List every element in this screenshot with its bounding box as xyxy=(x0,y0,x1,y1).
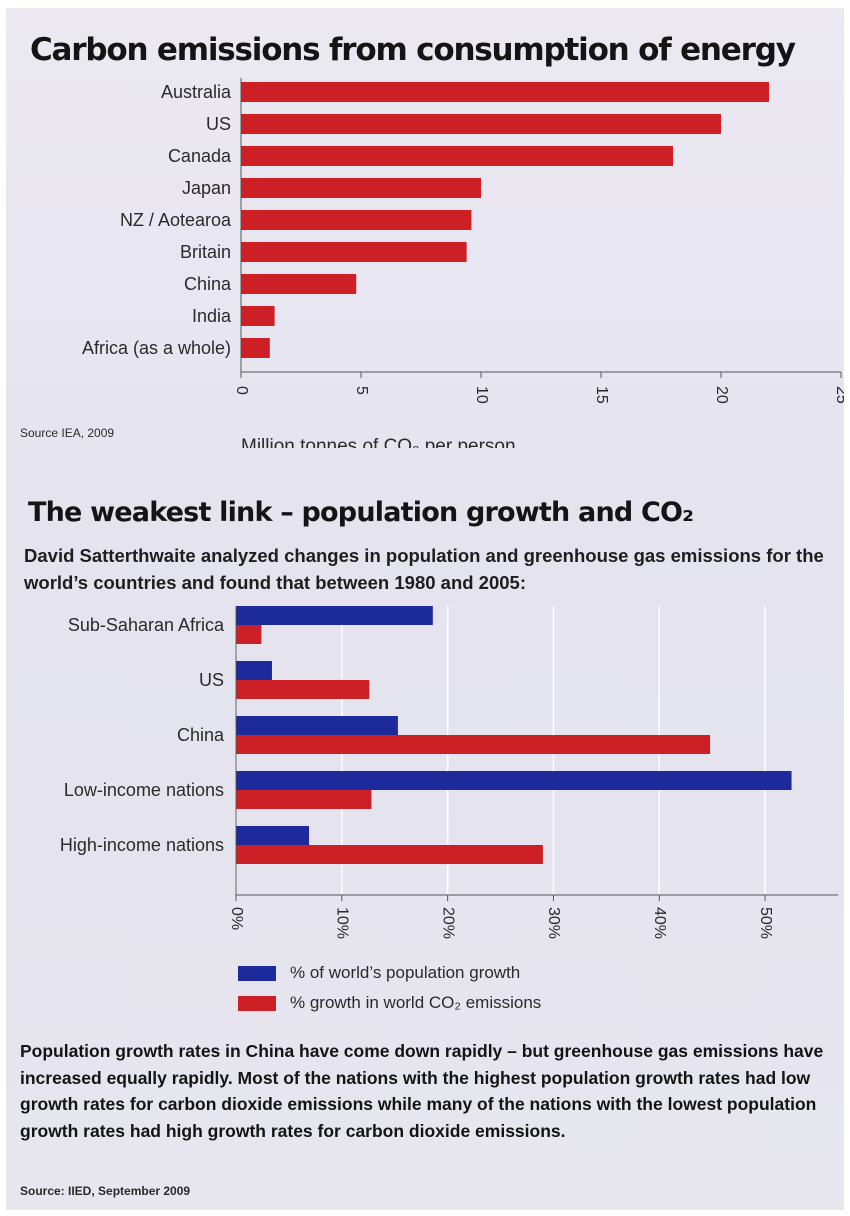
chart2-title: The weakest link – population growth and… xyxy=(28,497,694,528)
category-label: India xyxy=(192,306,232,326)
bar-co2-growth xyxy=(236,625,262,644)
bar-co2-growth xyxy=(236,680,370,699)
bar-co2-growth xyxy=(236,845,543,864)
category-label: China xyxy=(184,274,232,294)
category-label: China xyxy=(177,725,225,745)
category-label: Sub-Saharan Africa xyxy=(68,615,225,635)
category-label: Britain xyxy=(180,242,231,262)
chart1-emissions-per-person: Australia US Canada Japan NZ / Aotearoa Brita… xyxy=(82,78,844,448)
x-axis-label: Million tonnes of CO₂ per person xyxy=(241,436,516,448)
category-label: Japan xyxy=(182,178,231,198)
category-label: Africa (as a whole) xyxy=(82,338,231,358)
legend-item-co2: % growth in world CO₂ emissions xyxy=(238,988,541,1018)
bar xyxy=(241,82,769,102)
x-tick-label: 25 xyxy=(833,386,844,404)
bar xyxy=(241,210,472,230)
legend-swatch-population xyxy=(238,965,276,981)
bar xyxy=(241,178,481,198)
bar xyxy=(241,114,721,134)
bar-co2-growth xyxy=(236,735,711,754)
bar-population-growth xyxy=(236,826,310,845)
category-label: Australia xyxy=(161,82,232,102)
legend-swatch-co2 xyxy=(238,995,276,1011)
category-label: High-income nations xyxy=(60,835,224,855)
legend-label-co2: % growth in world CO₂ emissions xyxy=(290,993,542,1012)
poster-page: Carbon emissions from consumption of ene… xyxy=(6,8,844,1210)
bar xyxy=(241,146,673,166)
x-tick-label: 20 xyxy=(713,386,730,404)
bar xyxy=(241,274,357,294)
chart2-source: Source: IIED, September 2009 xyxy=(20,1184,191,1198)
x-tick-label: 15 xyxy=(593,386,610,404)
chart2-subtitle: David Satterthwaite analyzed changes in … xyxy=(24,545,824,593)
x-tick-label: 0% xyxy=(228,907,245,930)
bar-population-growth xyxy=(236,716,398,735)
x-tick-label: 50% xyxy=(757,907,774,939)
category-label: US xyxy=(199,670,224,690)
legend-label-population: % of world’s population growth xyxy=(290,963,521,982)
bar-population-growth xyxy=(236,661,272,680)
bar xyxy=(241,306,275,326)
chart2-population-vs-co2: Sub-Saharan Africa US China Low-income nati… xyxy=(60,606,838,939)
bar-co2-growth xyxy=(236,790,372,809)
bar xyxy=(241,338,270,358)
x-tick-label: 30% xyxy=(545,907,562,939)
category-label: NZ / Aotearoa xyxy=(120,210,232,230)
x-tick-label: 10% xyxy=(334,907,351,939)
bar-population-growth xyxy=(236,771,792,790)
x-tick-label: 10 xyxy=(473,386,490,404)
legend-item-population: % of world’s population growth xyxy=(238,958,541,988)
x-tick-label: 5 xyxy=(353,386,370,395)
chart2-note: Population growth rates in China have co… xyxy=(20,1041,824,1141)
x-tick-label: 40% xyxy=(651,907,668,939)
x-tick-label: 20% xyxy=(439,907,456,939)
category-label: Low-income nations xyxy=(64,780,224,800)
category-label: US xyxy=(206,114,231,134)
category-label: Canada xyxy=(168,146,232,166)
chart1-title: Carbon emissions from consumption of ene… xyxy=(30,32,796,68)
bar xyxy=(241,242,467,262)
bar-population-growth xyxy=(236,606,433,625)
x-tick-label: 0 xyxy=(233,386,250,395)
chart2-legend: % of world’s population growth % growth … xyxy=(238,958,541,1018)
chart1-source: Source IEA, 2009 xyxy=(20,426,115,440)
